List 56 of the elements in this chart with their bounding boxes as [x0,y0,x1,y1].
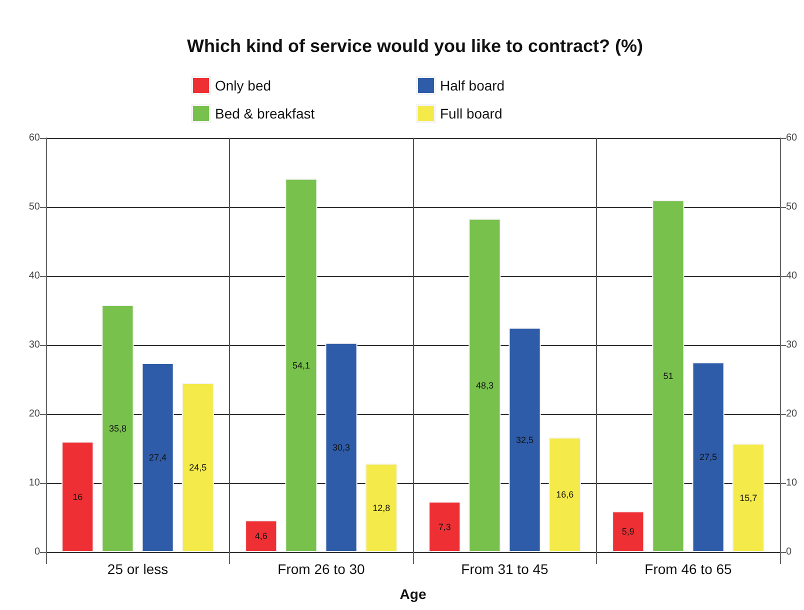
y-tick-label: 60 [28,132,40,144]
y-tick-label: 40 [28,270,40,282]
y-tick-label: 30 [28,340,40,350]
bar [102,304,134,552]
bar [468,218,501,552]
bar [612,511,644,552]
y2-tick-label: 0 [786,546,792,558]
y-tick-label: 50 [28,202,40,212]
y2-tick-label: 10 [786,478,798,488]
legend-label: Only bed [215,78,272,94]
y-tick-label: 20 [28,408,40,420]
bar [142,362,174,552]
bar [508,328,541,552]
data-label: 5,9 [622,526,634,537]
bar [692,362,724,552]
data-label: 32,5 [516,434,534,445]
bar [652,200,684,552]
y2-tick-label: 30 [786,340,798,350]
data-label: 4,6 [254,531,268,542]
data-label: 27,5 [700,452,718,462]
bar [325,342,358,552]
y2-tick-label: 60 [786,132,798,144]
legend-label: Half board [440,78,505,94]
bar [365,464,398,552]
x-tick-label: From 31 to 45 [461,561,549,577]
x-tick-label: From 26 to 30 [278,561,366,577]
data-label: 12,8 [372,502,390,513]
legend-label: Bed & breakfast [215,106,315,122]
legend-label: Full board [440,106,502,122]
data-label: 7,3 [438,522,451,532]
chart-title: Which kind of service would you like to contract? (%) [186,36,644,56]
data-label: 35,8 [108,423,126,434]
x-axis-title: Age [400,586,426,602]
data-label: 51 [663,371,674,382]
bar [548,437,581,552]
y2-tick-label: 50 [786,202,798,212]
bar [182,382,214,552]
x-tick-label: 25 or less [107,561,168,577]
bar [732,444,764,552]
bar [62,442,94,552]
data-label: 48,3 [476,380,494,390]
x-tick-label: From 46 to 65 [644,561,732,577]
data-label: 16 [72,492,83,502]
bar [285,178,318,552]
data-label: 54,1 [292,360,310,370]
y-tick-label: 0 [34,546,40,558]
bar [245,520,278,552]
bar [428,502,461,552]
y-tick-label: 10 [28,478,40,488]
data-label: 16,6 [556,490,574,500]
data-label: 30,3 [332,442,350,452]
y2-tick-label: 20 [786,408,798,420]
y2-tick-label: 40 [786,270,798,282]
data-label: 15,7 [740,492,758,503]
data-label: 24,5 [189,462,207,472]
data-label: 27,4 [149,452,167,462]
